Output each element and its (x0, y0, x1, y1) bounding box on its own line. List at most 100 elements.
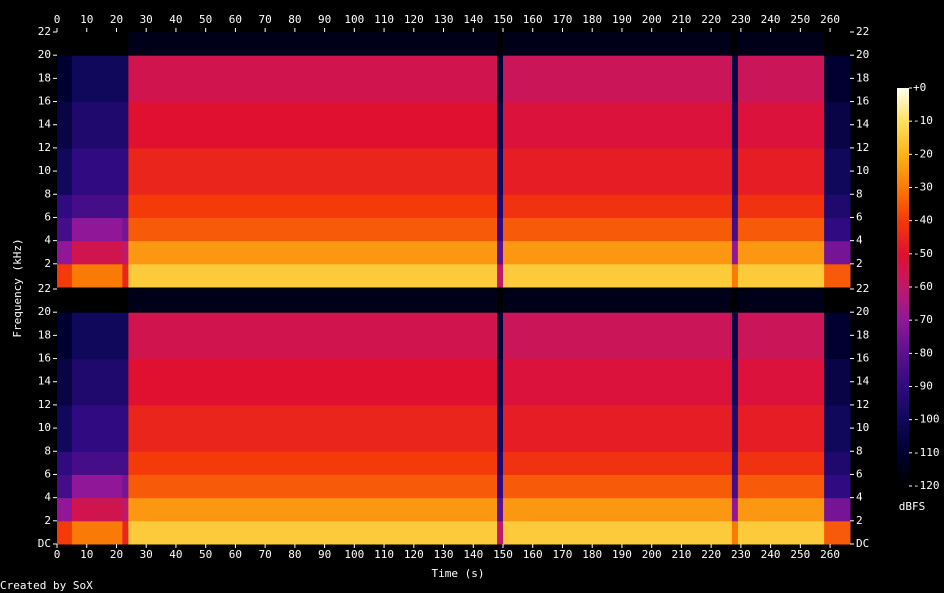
x-tick-label: 160 (523, 548, 543, 561)
heat-cell (731, 404, 739, 452)
heat-cell (57, 194, 73, 218)
y-tick-label: DC (38, 537, 51, 550)
heat-cell (71, 217, 123, 242)
heat-cell (57, 240, 73, 265)
heat-cell (128, 101, 498, 149)
heat-cell (497, 474, 504, 499)
x-tick-label: 30 (140, 548, 153, 561)
x-tick-label: 130 (434, 13, 454, 26)
heat-cell (128, 520, 498, 545)
y-tick-label: 4 (44, 234, 51, 247)
heat-cell (57, 474, 73, 499)
heat-cell (731, 289, 739, 313)
x-tick-label: 180 (582, 13, 602, 26)
colorbar-tick-label: -110 (913, 446, 940, 459)
x-tick-label: 180 (582, 548, 602, 561)
y-tick-label: 14 (38, 375, 52, 388)
heat-cell (122, 240, 129, 265)
y-tick-label: 22 (38, 282, 51, 295)
heat-cell (824, 289, 851, 313)
x-tick-label: 80 (288, 548, 301, 561)
y-tick-label: 14 (856, 375, 870, 388)
heat-cell (122, 358, 129, 406)
heat-cell (824, 312, 851, 360)
heat-cell (497, 55, 504, 103)
heat-cell (57, 289, 73, 313)
heat-cell (128, 289, 498, 313)
heat-cell (57, 55, 73, 103)
y-tick-label: 12 (38, 141, 51, 154)
heat-cell (731, 32, 739, 56)
heat-cell (737, 147, 825, 195)
y-tick-label: 18 (856, 328, 869, 341)
heat-cell (71, 32, 123, 56)
heat-cell (57, 101, 73, 149)
x-tick-label: 60 (229, 548, 242, 561)
colorbar (897, 88, 909, 486)
heat-cell (497, 312, 504, 360)
heat-cell (71, 240, 123, 265)
heat-cell (503, 497, 733, 522)
colorbar-tick-label: -100 (913, 413, 940, 426)
heat-cell (824, 32, 851, 56)
heat-cell (731, 451, 739, 475)
colorbar-tick-label: -80 (913, 346, 933, 359)
y-tick-label: 2 (44, 257, 51, 270)
heat-cell (503, 404, 733, 452)
y-tick-label: 18 (38, 71, 51, 84)
heat-cell (824, 217, 851, 242)
y-tick-label: 6 (44, 467, 51, 480)
x-tick-label: 50 (199, 13, 212, 26)
heat-cell (122, 497, 129, 522)
x-tick-label: 20 (110, 13, 123, 26)
x-tick-label: 110 (374, 13, 394, 26)
x-tick-label: 120 (404, 548, 424, 561)
x-tick-label: 100 (344, 548, 364, 561)
heat-cell (503, 358, 733, 406)
heat-cell (57, 358, 73, 406)
y-tick-label: 2 (856, 514, 863, 527)
y-tick-label: DC (856, 537, 869, 550)
heat-cell (824, 240, 851, 265)
x-tick-label: 170 (553, 13, 573, 26)
heat-cell (824, 474, 851, 499)
y-tick-label: 16 (856, 352, 869, 365)
heat-cell (824, 194, 851, 218)
heat-cell (497, 32, 504, 56)
x-tick-label: 30 (140, 13, 153, 26)
heat-cell (128, 217, 498, 242)
x-tick-label: 210 (671, 13, 691, 26)
colorbar-tick-label: -50 (913, 247, 933, 260)
colorbar-tick-label: -20 (913, 147, 933, 160)
heat-cell (71, 312, 123, 360)
heat-cell (503, 520, 733, 545)
heat-cell (737, 194, 825, 218)
heat-cell (731, 101, 739, 149)
heat-cell (737, 474, 825, 499)
x-tick-label: 10 (80, 13, 93, 26)
heat-cell (737, 32, 825, 56)
heat-cell (128, 404, 498, 452)
heat-cell (57, 147, 73, 195)
x-tick-label: 0 (54, 13, 61, 26)
heat-cell (71, 358, 123, 406)
heat-cell (122, 474, 129, 499)
heat-cell (122, 404, 129, 452)
x-tick-label: 150 (493, 548, 513, 561)
heat-cell (71, 147, 123, 195)
x-tick-label: 60 (229, 13, 242, 26)
x-tick-label: 140 (463, 548, 483, 561)
heat-cell (737, 55, 825, 103)
x-tick-label: 150 (493, 13, 513, 26)
y-tick-label: 20 (856, 48, 869, 61)
y-tick-label: 10 (38, 421, 51, 434)
heat-cell (128, 240, 498, 265)
heat-cell (497, 194, 504, 218)
heat-cell (824, 263, 851, 288)
heat-cell (737, 451, 825, 475)
heat-cell (122, 147, 129, 195)
heat-cell (71, 474, 123, 499)
x-tick-label: 10 (80, 548, 93, 561)
heat-cell (731, 217, 739, 242)
y-tick-label: 6 (856, 210, 863, 223)
